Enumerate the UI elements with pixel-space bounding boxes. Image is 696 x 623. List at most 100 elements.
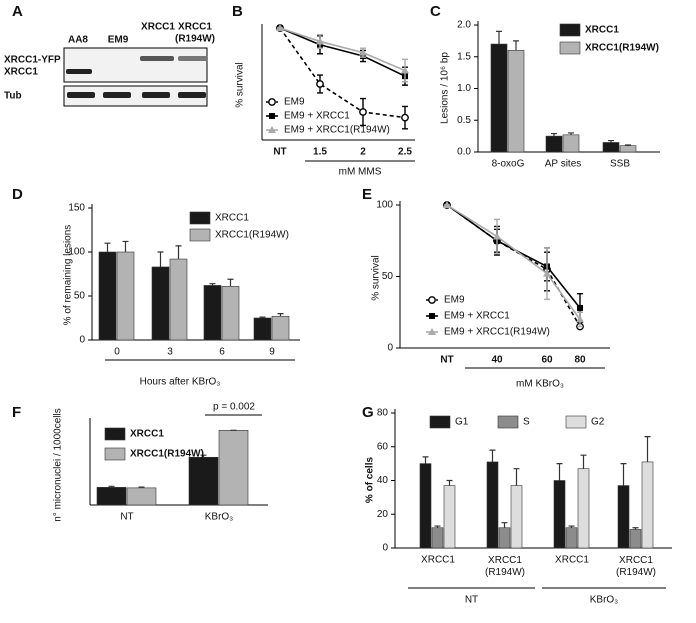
series-line (279, 27, 406, 72)
error-bar (608, 139, 614, 143)
x-tick-label: 3 (167, 347, 173, 358)
error-bar (513, 40, 519, 51)
y-tick-label: 50 (74, 291, 86, 302)
bar (490, 43, 508, 153)
x-tick-label: 8-oxoG (492, 159, 525, 170)
bar (271, 315, 290, 341)
y-tick-label: 0 (382, 543, 388, 554)
marker (268, 126, 276, 133)
error-bar (568, 525, 575, 528)
y-tick-label: 1.0 (457, 83, 471, 94)
y-tick-label: 0 (387, 343, 393, 354)
y-tick-label: 2.0 (457, 20, 471, 31)
error-bar (513, 468, 520, 486)
bar (617, 485, 630, 549)
marker (359, 108, 367, 116)
y-tick-label: 100 (68, 247, 85, 258)
panel-label: D (12, 186, 23, 203)
error-bar (496, 30, 502, 45)
y-tick-label: 60 (377, 441, 389, 452)
row-label: XRCC1 (4, 67, 38, 78)
error-bar (104, 242, 111, 252)
series-line (446, 204, 581, 309)
bar (507, 50, 525, 153)
series-line (446, 204, 581, 327)
bar (619, 145, 637, 153)
bar (629, 529, 642, 549)
bar (203, 285, 222, 341)
x-axis-label: Hours after KBrO₃ (140, 377, 221, 388)
legend-label: EM9 + XRCC1 (444, 311, 510, 322)
error-bar (175, 245, 182, 260)
error-bar (620, 463, 627, 486)
marker (269, 113, 275, 119)
error-bar (200, 454, 207, 458)
y-tick-label: 50 (382, 271, 394, 282)
band (142, 92, 170, 98)
y-axis-label: % of remaining lesions (63, 225, 74, 326)
chart: C Lesions / 10⁶ bp 0.0 0.5 1.0 1.5 2.0 8-oxoG AP… (430, 3, 660, 170)
group-label: KBrO₃ (590, 595, 619, 606)
legend-label: EM9 (284, 97, 305, 108)
x-tick-label: NT (120, 512, 133, 523)
error-bar (632, 527, 639, 530)
lane-label: XRCC1 (178, 22, 212, 33)
bar (577, 468, 590, 549)
legend-label: XRCC1(R194W) (130, 449, 204, 460)
legend-label: EM9 + XRCC1(R194W) (284, 125, 390, 136)
chart: E % survival 0 50 100 mM KBrO₃ NT 40 60 80 EM9 EM9 … (362, 186, 610, 390)
x-tick-label-line: XRCC1 (619, 555, 653, 566)
bar (486, 461, 499, 549)
marker (543, 269, 551, 277)
panel-label: F (12, 404, 21, 421)
y-tick-label: 0.0 (457, 147, 471, 158)
x-tick-label: XRCC1 (R194W) (616, 555, 656, 578)
y-axis-label: n° micronuclei / 1000cells (53, 408, 64, 522)
band (140, 56, 174, 61)
y-axis-label: % survival (235, 62, 246, 108)
marker (577, 304, 583, 311)
x-tick-label: XRCC1 (R194W) (485, 555, 525, 578)
legend-swatch (565, 415, 587, 429)
error-bar (277, 313, 284, 317)
series-line (446, 204, 581, 320)
chart: B % survival mM MMS NT 1.5 2 2.5 EM9 EM9 + XRCC1… (232, 3, 415, 178)
x-tick-label: XRCC1 (421, 555, 455, 566)
y-axis-label: % survival (371, 255, 382, 301)
lane-label: XRCC1 (141, 22, 175, 33)
bar (98, 251, 117, 341)
y-tick-label: 0.5 (457, 115, 471, 126)
error-bar (434, 525, 441, 528)
legend-label: EM9 + XRCC1 (284, 111, 350, 122)
error-bar (489, 449, 496, 462)
error-bar (625, 144, 631, 146)
legend-swatch (104, 427, 126, 441)
x-tick-label: 2.5 (398, 147, 412, 158)
x-tick-label: 60 (541, 355, 553, 366)
row-label: Tub (4, 91, 22, 102)
error-bar (551, 132, 557, 137)
y-tick-label: 150 (68, 203, 85, 214)
legend-label: EM9 + XRCC1(R194W) (444, 327, 550, 338)
x-tick-label: NT (273, 147, 286, 158)
marker (316, 80, 324, 88)
band (66, 69, 92, 74)
blot-frame (63, 85, 208, 107)
legend-swatch (189, 211, 211, 225)
x-tick-label: 1.5 (313, 147, 327, 158)
error-bar (501, 522, 508, 528)
panel-label: E (362, 186, 372, 203)
row-label: XRCC1-YFP (4, 55, 61, 66)
bar (562, 134, 580, 153)
x-tick-label: NT (440, 355, 453, 366)
error-bar (138, 486, 145, 488)
lane-label: AA8 (68, 35, 88, 46)
x-tick-label: XRCC1 (555, 555, 589, 566)
panel-a: A AA8 EM9 XRCC1 XRCC1 (R194W) XRCC1-YFP … (4, 3, 215, 107)
error-bar (227, 278, 234, 287)
error-bar (580, 454, 587, 469)
panel-label: A (12, 3, 23, 20)
